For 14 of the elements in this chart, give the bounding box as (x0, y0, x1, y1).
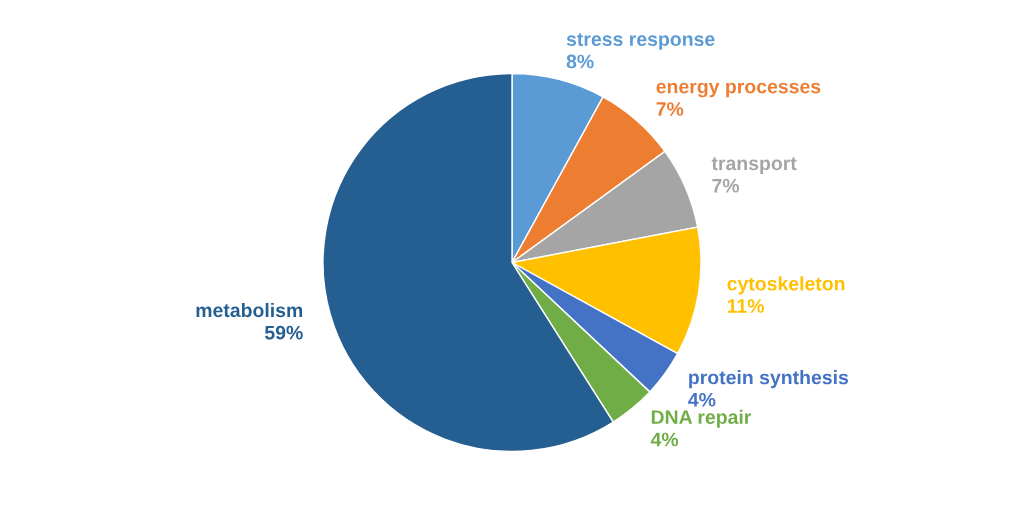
slice-label: cytoskeleton (727, 276, 845, 295)
data-label: 8% (566, 54, 594, 69)
slice-label: stress response (566, 33, 715, 50)
slice-label: DNA repair (651, 409, 752, 428)
slice-label: energy processes (656, 82, 821, 98)
data-label: 7% (656, 102, 684, 116)
data-label: 7% (712, 178, 740, 193)
slice-label: protein synthesis (689, 370, 849, 389)
data-label: 11% (727, 299, 765, 313)
data-label: 59% (264, 325, 303, 340)
data-label: 4% (650, 432, 679, 447)
slice-label: transport (711, 157, 797, 175)
data-label: 4% (688, 392, 716, 407)
slice-label: metabolism (196, 302, 303, 318)
